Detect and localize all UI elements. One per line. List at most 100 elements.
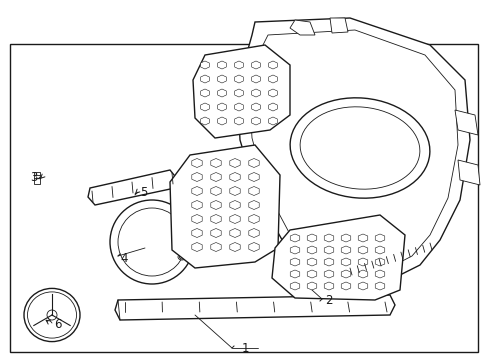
Polygon shape: [200, 89, 209, 97]
Polygon shape: [358, 282, 367, 290]
Ellipse shape: [179, 255, 184, 259]
Polygon shape: [229, 201, 240, 210]
FancyBboxPatch shape: [10, 44, 477, 352]
Polygon shape: [200, 75, 209, 83]
Polygon shape: [170, 145, 280, 268]
Polygon shape: [358, 246, 367, 254]
Polygon shape: [290, 258, 299, 266]
Polygon shape: [217, 61, 226, 69]
Polygon shape: [248, 172, 259, 181]
Polygon shape: [358, 270, 367, 278]
Polygon shape: [454, 110, 477, 135]
Polygon shape: [251, 61, 260, 69]
Polygon shape: [324, 282, 333, 290]
Polygon shape: [374, 234, 384, 242]
Text: 2: 2: [325, 293, 332, 306]
Circle shape: [47, 310, 57, 320]
Circle shape: [110, 200, 194, 284]
Polygon shape: [238, 18, 469, 280]
Ellipse shape: [24, 288, 80, 342]
Polygon shape: [234, 75, 243, 83]
Polygon shape: [217, 103, 226, 111]
Polygon shape: [234, 103, 243, 111]
Polygon shape: [374, 258, 384, 266]
Polygon shape: [251, 75, 260, 83]
Polygon shape: [200, 61, 209, 69]
Polygon shape: [34, 172, 40, 184]
Polygon shape: [210, 229, 221, 238]
Polygon shape: [324, 258, 333, 266]
Ellipse shape: [178, 254, 185, 260]
Text: 1: 1: [241, 342, 248, 355]
Polygon shape: [341, 234, 350, 242]
Polygon shape: [268, 117, 277, 125]
Polygon shape: [191, 201, 202, 210]
Polygon shape: [234, 117, 243, 125]
Ellipse shape: [301, 282, 314, 292]
Polygon shape: [200, 103, 209, 111]
Polygon shape: [341, 282, 350, 290]
Polygon shape: [374, 246, 384, 254]
Polygon shape: [229, 158, 240, 167]
Polygon shape: [210, 172, 221, 181]
Ellipse shape: [27, 292, 76, 338]
Polygon shape: [329, 18, 347, 33]
Polygon shape: [251, 103, 260, 111]
Polygon shape: [217, 75, 226, 83]
Ellipse shape: [289, 98, 429, 198]
Polygon shape: [217, 117, 226, 125]
Polygon shape: [234, 61, 243, 69]
Polygon shape: [191, 172, 202, 181]
Ellipse shape: [303, 283, 312, 291]
Polygon shape: [229, 186, 240, 195]
Text: 3: 3: [30, 171, 37, 184]
Polygon shape: [210, 243, 221, 252]
Polygon shape: [289, 20, 314, 35]
Polygon shape: [290, 234, 299, 242]
Polygon shape: [210, 215, 221, 224]
Polygon shape: [306, 270, 316, 278]
Polygon shape: [290, 246, 299, 254]
Polygon shape: [306, 234, 316, 242]
Polygon shape: [249, 30, 457, 270]
Polygon shape: [88, 170, 178, 205]
Polygon shape: [251, 117, 260, 125]
Polygon shape: [193, 45, 289, 138]
Polygon shape: [324, 270, 333, 278]
Polygon shape: [341, 246, 350, 254]
Polygon shape: [457, 160, 479, 185]
Polygon shape: [191, 158, 202, 167]
Polygon shape: [341, 258, 350, 266]
Polygon shape: [210, 201, 221, 210]
Polygon shape: [229, 172, 240, 181]
Polygon shape: [306, 258, 316, 266]
Polygon shape: [191, 215, 202, 224]
Polygon shape: [324, 246, 333, 254]
Polygon shape: [234, 89, 243, 97]
Polygon shape: [248, 243, 259, 252]
Polygon shape: [248, 201, 259, 210]
Polygon shape: [374, 270, 384, 278]
Polygon shape: [210, 158, 221, 167]
Polygon shape: [248, 158, 259, 167]
Polygon shape: [229, 215, 240, 224]
Polygon shape: [358, 234, 367, 242]
Polygon shape: [324, 234, 333, 242]
Polygon shape: [341, 270, 350, 278]
Polygon shape: [358, 258, 367, 266]
Polygon shape: [290, 270, 299, 278]
Polygon shape: [290, 282, 299, 290]
Text: 5: 5: [140, 185, 147, 198]
Polygon shape: [306, 246, 316, 254]
Polygon shape: [229, 229, 240, 238]
Polygon shape: [248, 229, 259, 238]
Polygon shape: [268, 75, 277, 83]
Polygon shape: [191, 186, 202, 195]
Polygon shape: [268, 89, 277, 97]
Text: 4: 4: [120, 252, 127, 265]
Polygon shape: [268, 103, 277, 111]
Polygon shape: [115, 295, 394, 320]
Ellipse shape: [300, 107, 419, 189]
Polygon shape: [191, 243, 202, 252]
Polygon shape: [200, 117, 209, 125]
